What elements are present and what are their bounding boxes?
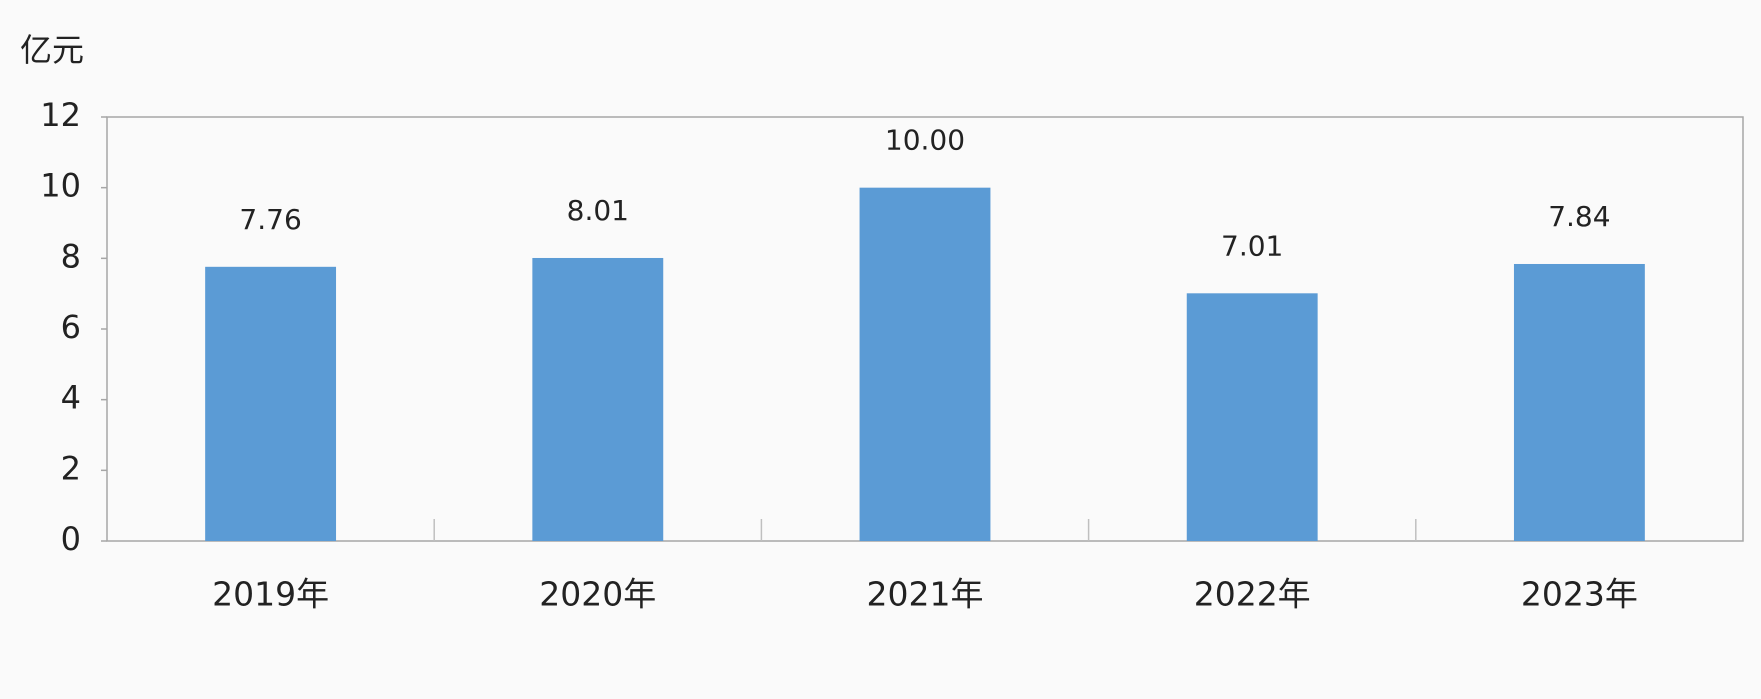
value-label: 7.76 (239, 203, 301, 236)
bar (1513, 263, 1645, 541)
x-tick-label: 2020年 (539, 575, 656, 614)
x-tick-label: 2021年 (867, 575, 984, 614)
x-tick-label: 2022年 (1194, 575, 1311, 614)
y-tick-label: 12 (40, 96, 81, 134)
y-tick-label: 6 (61, 308, 81, 346)
y-tick-label: 2 (61, 449, 81, 487)
bar (859, 187, 991, 541)
y-tick-label: 10 (40, 167, 81, 205)
y-tick-label: 0 (61, 520, 81, 558)
bar (532, 257, 664, 541)
bar (205, 266, 337, 541)
bar (1186, 293, 1318, 541)
y-tick-label: 4 (61, 379, 81, 417)
x-tick-label: 2023年 (1521, 575, 1638, 614)
y-axis-label: 亿元 (20, 31, 84, 69)
y-tick-label: 8 (61, 237, 81, 275)
value-label: 7.01 (1221, 229, 1283, 262)
x-tick-label: 2019年 (212, 575, 329, 614)
value-label: 10.00 (885, 124, 965, 157)
value-label: 7.84 (1548, 200, 1610, 233)
value-label: 8.01 (567, 194, 629, 227)
